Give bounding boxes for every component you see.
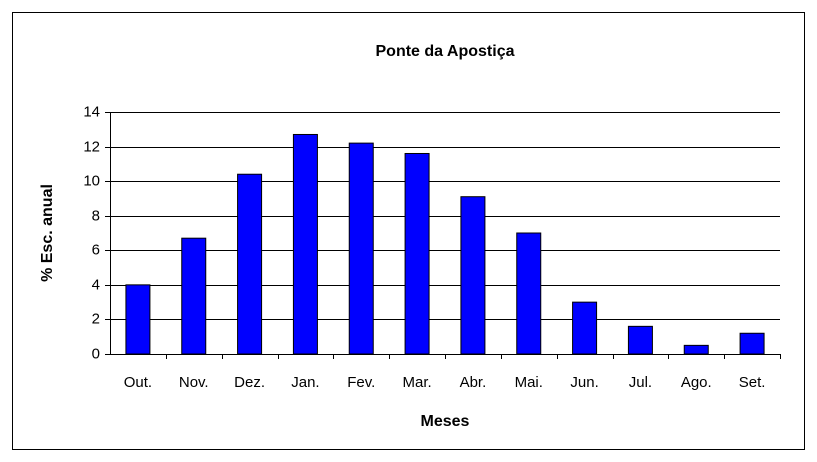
- bar: [181, 237, 207, 355]
- x-tick-label: Fev.: [347, 374, 375, 391]
- x-tick-label: Jun.: [570, 374, 598, 391]
- y-tick-label: 4: [92, 276, 100, 293]
- x-tick-label: Nov.: [179, 374, 209, 391]
- bar: [516, 232, 542, 355]
- x-tick-label: Mai.: [515, 374, 543, 391]
- x-tick-label: Out.: [124, 374, 152, 391]
- y-tick-label: 2: [92, 310, 100, 327]
- y-tick-label: 14: [83, 103, 100, 120]
- chart-title: Ponte da Apostiça: [376, 43, 515, 60]
- y-tick-label: 10: [83, 172, 100, 189]
- bar: [627, 325, 653, 355]
- y-tick-label: 0: [92, 345, 100, 362]
- bar: [683, 344, 709, 355]
- x-axis-label: Meses: [421, 413, 470, 430]
- bar: [125, 284, 151, 355]
- x-tick-label: Set.: [739, 374, 766, 391]
- x-tick-label: Abr.: [460, 374, 487, 391]
- y-tick-label: 8: [92, 207, 100, 224]
- bar: [292, 133, 318, 355]
- y-axis-label: % Esc. anual: [39, 184, 56, 282]
- bar: [237, 173, 263, 355]
- y-tick-label: 12: [83, 138, 100, 155]
- bar: [460, 196, 486, 355]
- bar: [739, 332, 765, 355]
- y-tick-label: 6: [92, 241, 100, 258]
- bar: [572, 301, 598, 355]
- x-tick-label: Mar.: [402, 374, 431, 391]
- x-tick-label: Jan.: [291, 374, 319, 391]
- x-tick-label: Dez.: [234, 374, 265, 391]
- x-tick-label: Jul.: [629, 374, 652, 391]
- x-tick-label: Ago.: [681, 374, 712, 391]
- bar: [404, 152, 430, 355]
- bar: [348, 142, 374, 355]
